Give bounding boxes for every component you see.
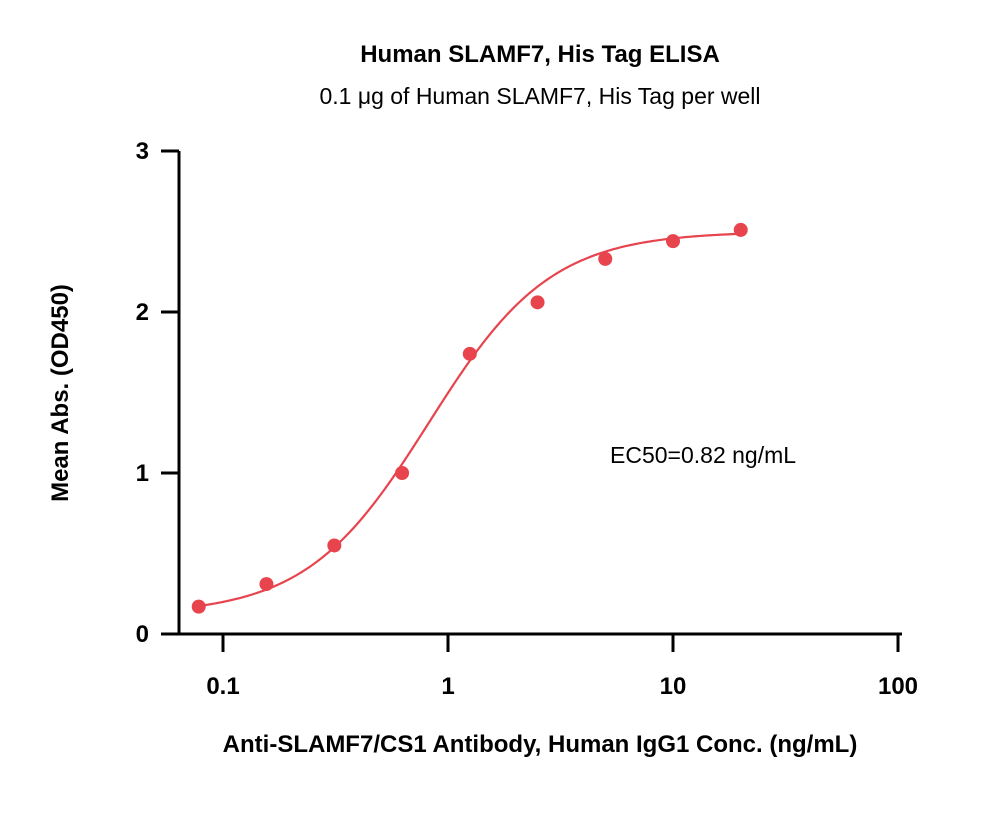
- y-tick-label: 3: [136, 138, 149, 165]
- x-tick-label: 1: [441, 673, 454, 700]
- x-axis-label: Anti-SLAMF7/CS1 Antibody, Human IgG1 Con…: [223, 731, 858, 758]
- y-tick-label: 2: [136, 299, 149, 326]
- x-tick-label: 10: [660, 673, 687, 700]
- data-point: [530, 295, 545, 310]
- data-point: [462, 346, 477, 361]
- x-tick-label: 0.1: [206, 673, 239, 700]
- data-point: [733, 222, 748, 237]
- fit-curve: [198, 232, 741, 608]
- data-point: [598, 251, 613, 266]
- chart-title: Human SLAMF7, His Tag ELISA: [360, 41, 720, 68]
- data-point: [191, 599, 206, 614]
- chart-subtitle: 0.1 μg of Human SLAMF7, His Tag per well: [319, 83, 760, 109]
- y-axis-label: Mean Abs. (OD450): [47, 284, 74, 502]
- plot-area: [191, 222, 748, 614]
- ec50-annotation: EC50=0.82 ng/mL: [610, 442, 796, 468]
- y-tick-label: 0: [136, 621, 149, 648]
- data-point: [327, 538, 342, 553]
- data-point: [259, 577, 274, 592]
- data-point: [666, 234, 680, 249]
- y-tick-label: 1: [136, 460, 149, 487]
- data-point: [395, 466, 410, 480]
- x-tick-label: 100: [878, 673, 918, 700]
